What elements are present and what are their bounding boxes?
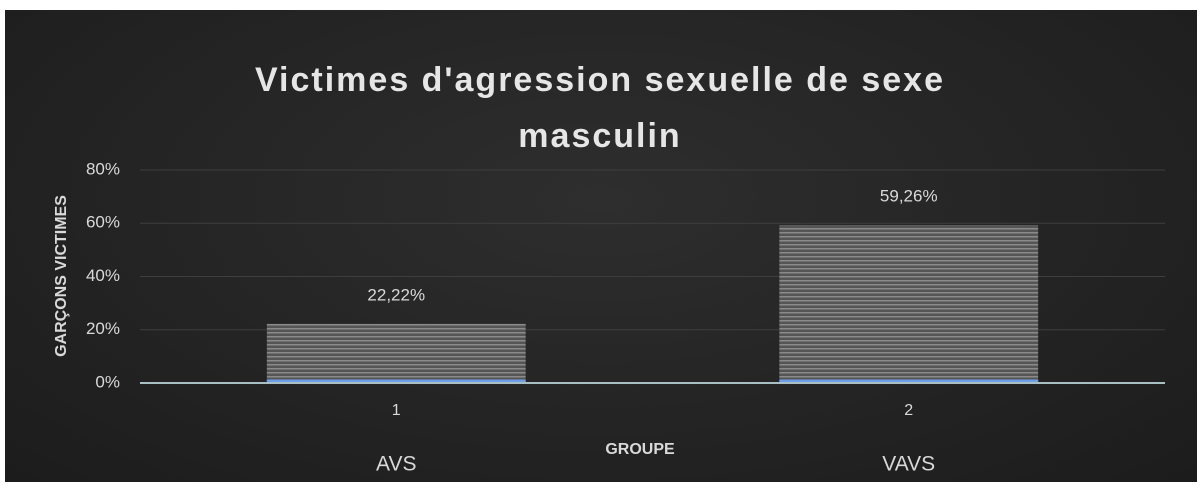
- y-tick-label: 80%: [86, 159, 120, 178]
- data-label: 59,26%: [880, 187, 938, 206]
- chart-title: Victimes d'agression sexuelle de sexe ma…: [254, 61, 946, 155]
- x-group-label: AVS: [376, 453, 416, 476]
- x-group-label: VAVS: [882, 453, 935, 476]
- data-label: 22,22%: [367, 285, 425, 304]
- y-tick-label: 40%: [86, 266, 120, 285]
- x-axis-title: GROUPE: [605, 441, 675, 458]
- y-tick-label: 20%: [86, 319, 120, 338]
- y-tick-label: 60%: [86, 213, 120, 232]
- y-axis-title: GARÇONS VICTIMES: [53, 195, 70, 357]
- x-tick-label: 2: [904, 402, 913, 419]
- y-tick-label: 0%: [95, 372, 120, 391]
- bar: [266, 323, 526, 383]
- x-tick-label: 1: [392, 402, 401, 419]
- bar: [779, 225, 1039, 383]
